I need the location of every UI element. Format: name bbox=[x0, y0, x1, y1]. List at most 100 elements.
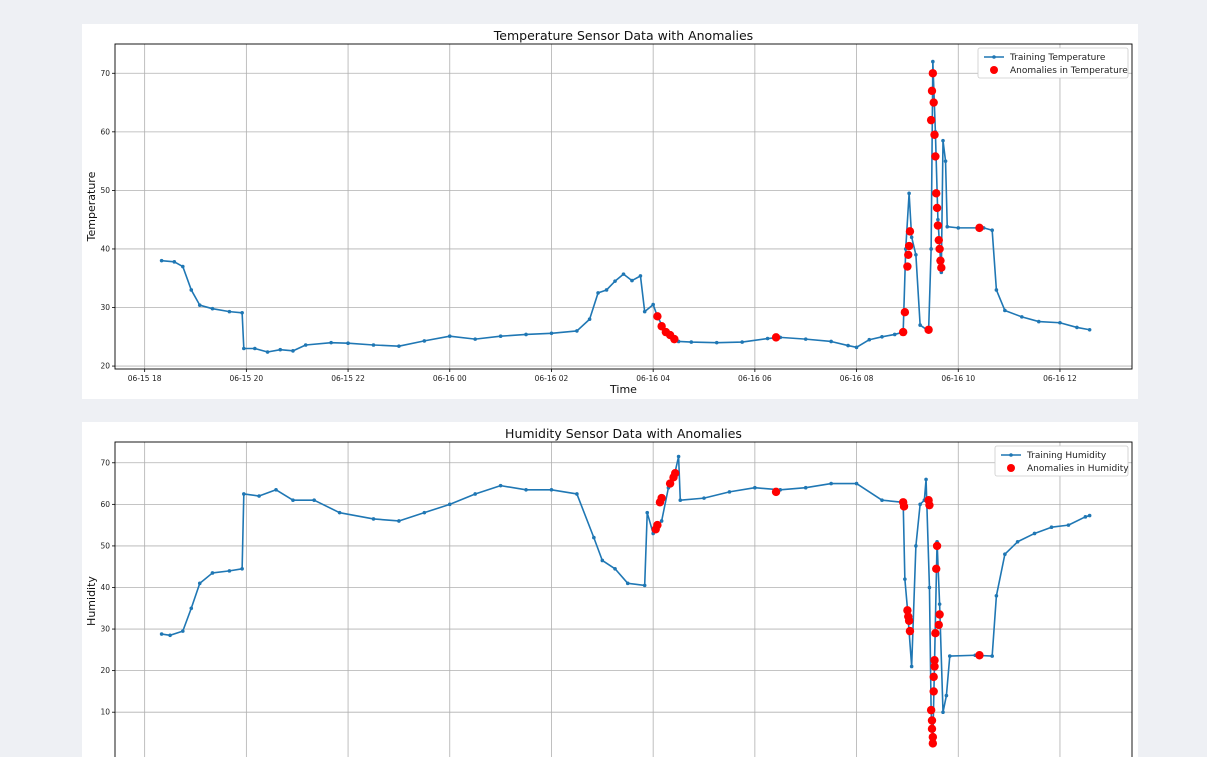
anomaly-point bbox=[929, 98, 938, 107]
training-point bbox=[600, 558, 605, 563]
training-point bbox=[867, 337, 872, 342]
training-point bbox=[168, 633, 172, 638]
legend-box bbox=[994, 445, 1129, 477]
training-point bbox=[210, 571, 215, 575]
training-point bbox=[422, 510, 427, 515]
legend-label-training: Training Temperature bbox=[1009, 53, 1106, 63]
anomaly-point bbox=[653, 520, 662, 530]
anomaly-point bbox=[657, 322, 666, 331]
legend-label-anomalies: Anomalies in Humidity bbox=[1027, 464, 1129, 474]
anomaly-point bbox=[926, 705, 936, 715]
legend-label-anomalies: Anomalies in Temperature bbox=[1010, 66, 1128, 76]
training-point bbox=[765, 336, 770, 341]
training-point bbox=[1066, 523, 1071, 527]
training-point bbox=[303, 343, 308, 347]
x-tick-label: 06-15 22 bbox=[331, 374, 365, 383]
anomaly-point bbox=[935, 244, 944, 254]
anomaly-point bbox=[665, 479, 675, 488]
training-point bbox=[903, 577, 907, 581]
training-point bbox=[189, 288, 194, 292]
training-point bbox=[159, 632, 164, 636]
training-point bbox=[854, 345, 859, 350]
training-point bbox=[1083, 515, 1088, 519]
training-point bbox=[651, 302, 655, 307]
grid bbox=[115, 442, 1132, 757]
training-point bbox=[181, 629, 185, 633]
training-point bbox=[914, 253, 918, 257]
training-point bbox=[625, 581, 630, 586]
training-point bbox=[880, 498, 884, 502]
training-point bbox=[312, 498, 316, 502]
training-point bbox=[227, 309, 232, 314]
training-point bbox=[240, 566, 244, 571]
training-point bbox=[947, 654, 952, 658]
training-point bbox=[892, 332, 897, 337]
legend-anomaly-marker bbox=[990, 66, 998, 74]
training-point bbox=[473, 492, 477, 496]
anomaly-point bbox=[929, 672, 938, 682]
training-point bbox=[1087, 327, 1092, 332]
training-point bbox=[943, 159, 948, 163]
anomaly-point bbox=[975, 651, 984, 660]
training-point bbox=[909, 664, 914, 669]
chart-title: Temperature Sensor Data with Anomalies bbox=[493, 28, 753, 43]
training-point bbox=[642, 583, 647, 588]
anomaly-point bbox=[929, 687, 938, 696]
anomaly-point bbox=[975, 223, 984, 233]
training-point bbox=[329, 340, 333, 345]
plot-area bbox=[159, 454, 1092, 748]
training-point bbox=[1003, 552, 1007, 557]
anomaly-point bbox=[926, 115, 936, 125]
grid bbox=[115, 44, 1132, 369]
training-point bbox=[994, 594, 999, 598]
training-point bbox=[621, 272, 626, 276]
training-point bbox=[172, 260, 177, 264]
training-point bbox=[227, 569, 232, 573]
anomaly-point bbox=[937, 263, 946, 272]
anomaly-point bbox=[927, 724, 937, 734]
y-tick-label: 10 bbox=[100, 708, 110, 717]
anomaly-point bbox=[932, 564, 941, 573]
training-point bbox=[924, 477, 928, 482]
training-point bbox=[257, 494, 261, 498]
anomaly-point bbox=[771, 487, 781, 497]
plot-frame bbox=[114, 441, 1133, 757]
training-point bbox=[613, 566, 617, 571]
training-point bbox=[197, 303, 202, 307]
y-tick-label: 60 bbox=[100, 500, 110, 509]
y-tick-label: 40 bbox=[100, 244, 110, 253]
training-point bbox=[197, 581, 202, 586]
training-point bbox=[941, 138, 945, 143]
training-point bbox=[994, 288, 999, 292]
training-point bbox=[587, 317, 592, 322]
training-point bbox=[473, 337, 477, 341]
y-tick-label: 30 bbox=[100, 303, 110, 312]
x-tick-label: 06-16 08 bbox=[840, 374, 874, 383]
training-point bbox=[575, 492, 579, 496]
training-point bbox=[346, 341, 350, 346]
anomaly-point bbox=[900, 307, 910, 317]
anomaly-point bbox=[934, 235, 943, 245]
training-point bbox=[929, 247, 933, 251]
anomaly-point bbox=[930, 130, 939, 139]
training-point bbox=[918, 323, 922, 327]
training-point bbox=[1020, 315, 1024, 319]
anomaly-point bbox=[934, 620, 943, 630]
training-point bbox=[371, 343, 376, 347]
y-axis-label: Temperature bbox=[85, 171, 98, 242]
anomaly-point bbox=[903, 262, 912, 271]
training-point bbox=[498, 334, 503, 339]
training-point bbox=[447, 334, 452, 339]
y-tick-label: 30 bbox=[100, 625, 110, 634]
training-point bbox=[242, 346, 246, 351]
training-point bbox=[753, 485, 757, 490]
anomaly-point bbox=[898, 327, 908, 337]
x-tick-label: 06-15 20 bbox=[229, 374, 263, 383]
training-point bbox=[944, 693, 949, 698]
temperature-chart-panel: Temperature Sensor Data with Anomalies 20… bbox=[82, 24, 1138, 399]
training-point bbox=[678, 498, 683, 502]
anomaly-point bbox=[927, 86, 937, 96]
training-point bbox=[689, 340, 694, 344]
y-tick-label: 20 bbox=[100, 666, 110, 675]
anomaly-point bbox=[930, 662, 939, 671]
